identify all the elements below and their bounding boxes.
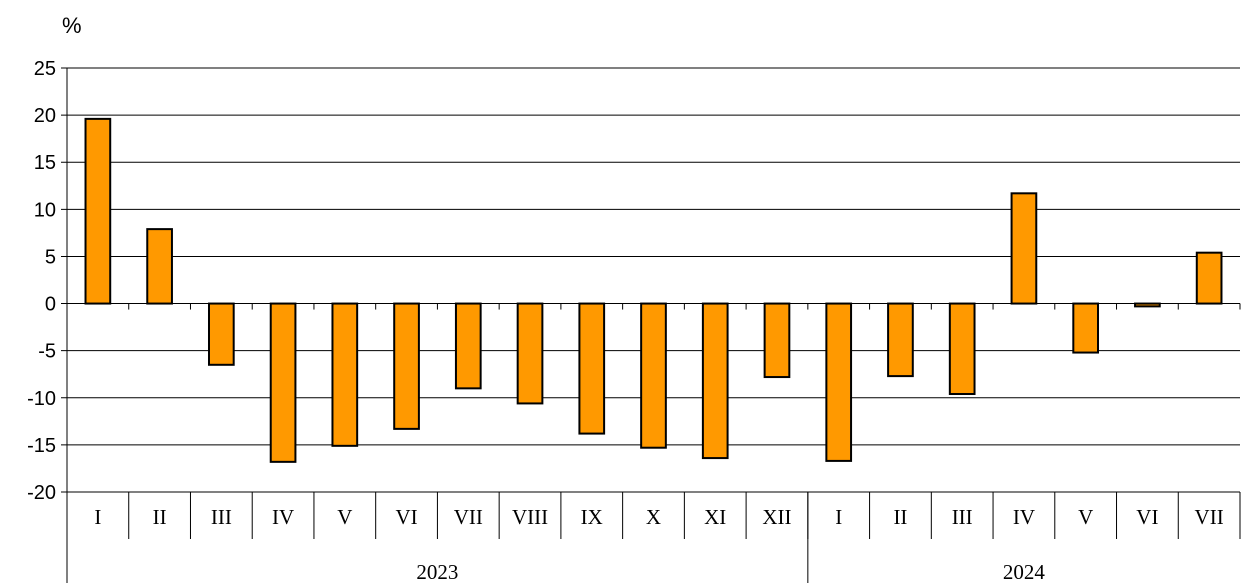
x-tick-label: III — [952, 505, 973, 529]
x-tick-label: XI — [704, 505, 726, 529]
bar — [1195, 251, 1223, 305]
x-tick-label: VIII — [512, 505, 548, 529]
year-group-labels: 2023 2024 — [416, 560, 1045, 583]
x-tick-label: IV — [272, 505, 294, 529]
y-tick-label: 0 — [45, 294, 56, 316]
bar — [640, 302, 667, 449]
bar — [578, 302, 606, 435]
x-tick-label: XII — [762, 505, 791, 529]
y-tick-label: 25 — [34, 58, 56, 80]
x-tick-label: IV — [1013, 505, 1035, 529]
x-tick-label: I — [94, 505, 101, 529]
y-tick-label: 10 — [34, 199, 56, 221]
x-tick-label: V — [337, 505, 352, 529]
x-tick-label: X — [646, 505, 661, 529]
x-tick-label: IX — [581, 505, 603, 529]
bar — [825, 302, 853, 462]
bar — [84, 117, 112, 305]
y-tick-label: 15 — [34, 152, 56, 174]
bar — [1010, 192, 1038, 305]
year-group-label: 2024 — [1003, 560, 1046, 583]
bar — [1134, 302, 1161, 308]
x-tick-label: II — [153, 505, 167, 529]
bars — [84, 117, 1223, 463]
x-tick-label: VI — [1136, 505, 1158, 529]
bar — [146, 228, 173, 305]
bar — [887, 302, 914, 378]
bar — [269, 302, 297, 463]
y-tick-label: 5 — [45, 246, 56, 268]
bar — [948, 302, 976, 396]
y-tick-label: 20 — [34, 105, 56, 127]
bar — [454, 302, 482, 390]
bar — [763, 302, 791, 379]
x-tick-label: VII — [1195, 505, 1224, 529]
y-tick-label: -10 — [27, 388, 56, 410]
bar — [393, 302, 420, 430]
bar — [516, 302, 544, 405]
bar — [701, 302, 729, 460]
x-tick-label: III — [211, 505, 232, 529]
y-tick-label: -15 — [27, 435, 56, 457]
y-tick-labels: 25 20 15 10 5 0 -5 -10 -15 -20 — [27, 58, 56, 504]
y-tick-label: -20 — [27, 482, 56, 504]
y-tick-label: -5 — [38, 341, 56, 363]
axes — [66, 68, 1241, 583]
x-tick-label: VII — [454, 505, 483, 529]
x-tick-labels: I II III IV V VI VII VIII IX X XI XII I II III IV V VI VII — [94, 505, 1223, 529]
x-tick-label: VI — [395, 505, 417, 529]
bar — [207, 302, 235, 366]
x-tick-label: I — [835, 505, 842, 529]
bar — [1072, 302, 1100, 354]
x-tick-label: II — [893, 505, 907, 529]
bar — [331, 302, 359, 447]
x-tick-label: V — [1078, 505, 1093, 529]
y-unit-label: % — [62, 13, 82, 38]
year-group-label: 2023 — [416, 560, 458, 583]
